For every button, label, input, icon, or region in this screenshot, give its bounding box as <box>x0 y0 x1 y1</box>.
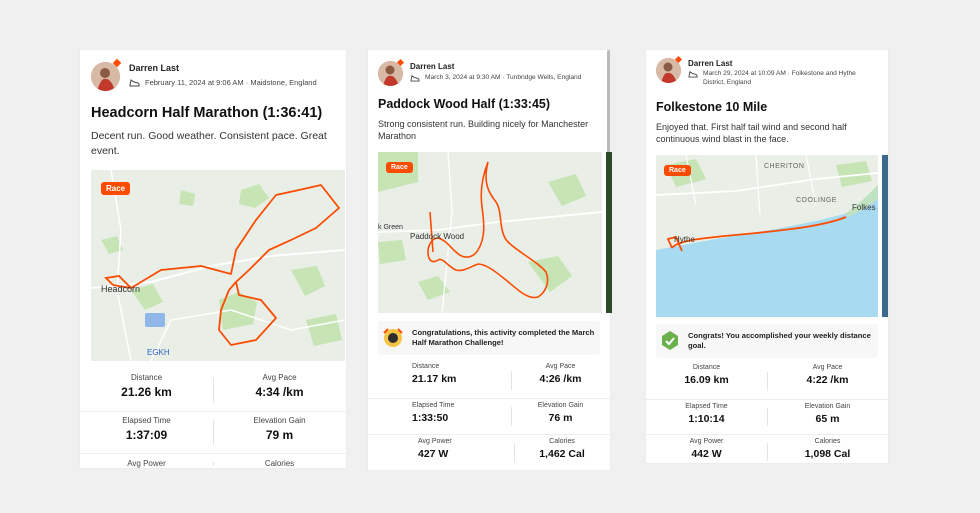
stat-calories: Calories 1,462 Cal <box>514 435 610 470</box>
stat-distance: Distance 16.09 km <box>684 364 729 386</box>
stat-calories: Calories <box>213 454 346 468</box>
stat-elevation-gain: Elevation Gain 65 m <box>767 400 888 434</box>
date-location: February 11, 2024 at 9:06 AM · Maidstone… <box>145 78 317 87</box>
route-map[interactable]: Race Headcorn EGKH <box>91 170 345 361</box>
achievement-banner[interactable]: Congratulations, this activity completed… <box>378 321 600 355</box>
achievement-banner[interactable]: Congrats! You accomplished your weekly d… <box>656 324 878 358</box>
stats-grid: Distance 21.26 km Avg Pace 4:34 /km Elapse… <box>80 370 346 468</box>
activity-meta: March 3, 2024 at 9:30 AM · Tunbridge Wel… <box>410 74 606 83</box>
athlete-name[interactable]: Darren Last <box>410 62 455 71</box>
achievement-text: Congrats! You accomplished your weekly d… <box>688 331 871 350</box>
activity-card-paddock-wood[interactable]: Darren Last March 3, 2024 at 9:30 AM · T… <box>368 50 610 470</box>
athlete-name[interactable]: Darren Last <box>688 59 733 68</box>
goal-badge-icon <box>662 331 678 350</box>
challenge-trophy-icon <box>383 328 403 347</box>
activity-card-headcorn[interactable]: Darren Last February 11, 2024 at 9:06 AM… <box>80 50 346 468</box>
next-photo-preview[interactable] <box>606 152 612 313</box>
athlete-name[interactable]: Darren Last <box>129 63 180 73</box>
map-label-hythe: Hythe <box>674 235 695 244</box>
activity-title[interactable]: Folkestone 10 Mile <box>656 100 768 114</box>
shoe-icon <box>129 79 140 87</box>
map-label-cheriton: CHERITON <box>764 163 805 170</box>
map-label-airfield: EGKH <box>147 348 170 357</box>
map-label-village: k Green <box>378 224 403 231</box>
map-label-folkestone: Folkes <box>852 203 876 212</box>
stat-avg-pace: Avg Pace 4:26 /km <box>511 363 610 398</box>
race-tag: Race <box>386 162 413 173</box>
activity-title[interactable]: Paddock Wood Half (1:33:45) <box>378 97 551 111</box>
stat-avg-power: Avg Power 427 W <box>418 438 452 460</box>
activity-card-folkestone[interactable]: Darren Last March 29, 2024 at 10:09 AM ·… <box>646 50 888 463</box>
achievement-text: Congratulations, this activity completed… <box>412 328 595 347</box>
race-tag: Race <box>101 182 131 195</box>
stat-avg-pace: Avg Pace 4:34 /km <box>213 370 346 411</box>
stats-grid: Distance 21.17 km Avg Pace 4:26 /km Elapse… <box>368 363 610 470</box>
stat-calories: Calories 1,098 Cal <box>767 435 888 463</box>
stat-elapsed-time: Elapsed Time 1:10:14 <box>685 403 728 425</box>
activity-meta: February 11, 2024 at 9:06 AM · Maidstone… <box>129 78 339 88</box>
activity-title[interactable]: Headcorn Half Marathon (1:36:41) <box>91 105 323 121</box>
stat-elevation-gain: Elevation Gain 79 m <box>213 412 346 453</box>
activity-meta: March 29, 2024 at 10:09 AM · Folkestone … <box>688 70 878 87</box>
athlete-avatar[interactable] <box>91 62 120 91</box>
activity-description: Strong consistent run. Building nicely f… <box>378 119 589 142</box>
map-graphic <box>91 170 345 361</box>
next-photo-preview[interactable] <box>882 155 888 317</box>
stats-grid: Distance 16.09 km Avg Pace 4:22 /km Elapse… <box>646 364 888 463</box>
stat-elapsed-time: Elapsed Time 1:33:50 <box>412 402 455 424</box>
route-map[interactable]: Race CHERITON COOLINGE Folkes Hythe <box>656 155 878 317</box>
activity-description: Enjoyed that. First half tail wind and s… <box>656 122 847 145</box>
stat-avg-power: Avg Power 442 W <box>689 438 724 460</box>
stat-distance: Distance 21.26 km <box>121 373 172 399</box>
date-location: March 3, 2024 at 9:30 AM · Tunbridge Wel… <box>425 74 582 81</box>
stat-avg-power: Avg Power <box>127 459 166 468</box>
stat-elevation-gain: Elevation Gain 76 m <box>511 399 610 434</box>
shoe-icon <box>410 75 420 82</box>
stat-distance: Distance 21.17 km <box>412 363 457 385</box>
scrollbar[interactable] <box>607 50 610 170</box>
date-location: March 29, 2024 at 10:09 AM · Folkestone … <box>703 70 856 86</box>
map-graphic <box>656 155 878 317</box>
shoe-icon <box>688 71 698 78</box>
activity-description: Decent run. Good weather. Consistent pac… <box>91 130 327 157</box>
map-label-coolinge: COOLINGE <box>796 197 837 204</box>
map-label-town: Paddock Wood <box>410 232 465 241</box>
stat-elapsed-time: Elapsed Time 1:37:09 <box>122 416 171 442</box>
map-label-town: Headcorn <box>101 284 141 294</box>
race-tag: Race <box>664 165 691 176</box>
route-map[interactable]: Race Paddock Wood k Green <box>378 152 602 313</box>
stat-avg-pace: Avg Pace 4:22 /km <box>767 364 888 399</box>
map-graphic <box>378 152 602 313</box>
